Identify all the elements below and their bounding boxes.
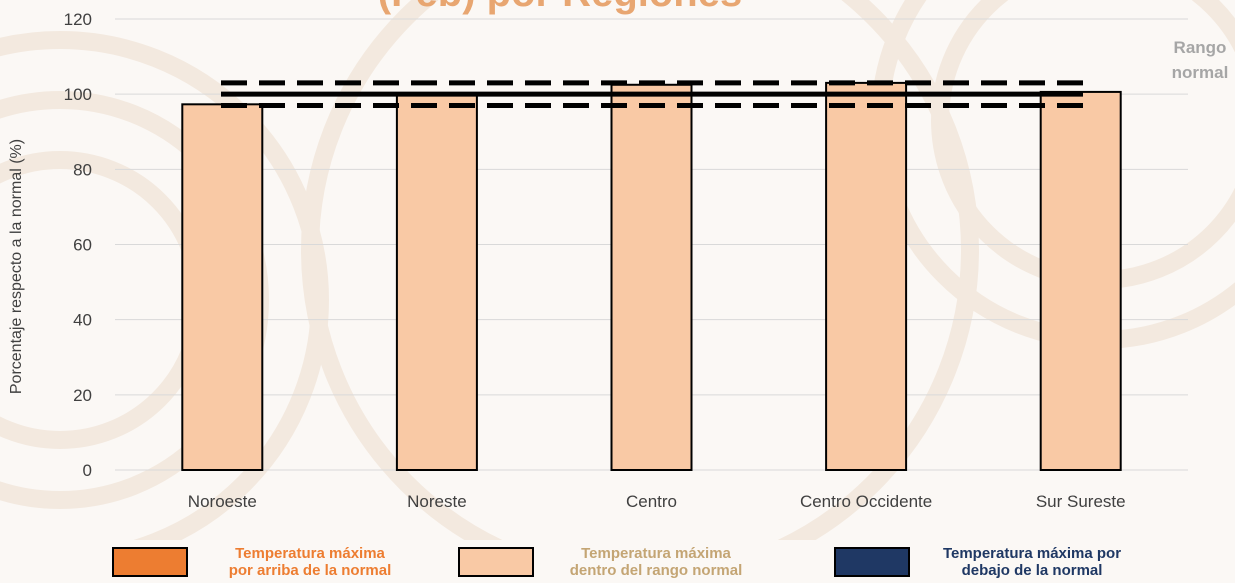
legend-label-below-line2: debajo de la normal xyxy=(961,562,1103,579)
bar-noreste xyxy=(395,93,478,471)
legend-swatch-below xyxy=(834,547,910,577)
bar-sur-sureste xyxy=(1039,90,1122,472)
range-label-line1: Rango xyxy=(1174,38,1227,57)
y-axis-ticks: 0 20 40 60 80 100 120 xyxy=(64,10,92,480)
y-tick-label-40: 40 xyxy=(73,311,92,330)
y-tick-label-80: 80 xyxy=(73,160,92,179)
legend-label-below: Temperatura máxima por debajo de la norm… xyxy=(932,545,1132,579)
normal-range-lines xyxy=(221,80,1083,108)
x-tick-label-noreste: Noreste xyxy=(407,492,467,511)
y-tick-label-20: 20 xyxy=(73,386,92,405)
range-label-line2: normal xyxy=(1172,63,1229,82)
legend-label-above-line1: Temperatura máxima xyxy=(235,545,385,562)
bar-centro xyxy=(610,83,693,471)
x-axis-ticks: Noroeste Noreste Centro Centro Occidente Sur… xyxy=(188,492,1126,511)
legend-label-below-line1: Temperatura máxima por xyxy=(942,545,1122,562)
chart-title: (Feb) por Regiones xyxy=(378,0,742,15)
legend-swatch-above xyxy=(112,547,188,577)
bars xyxy=(181,81,1122,472)
y-tick-label-0: 0 xyxy=(83,461,92,480)
legend-item-above: Temperatura máxima por arriba de la norm… xyxy=(112,542,410,582)
x-tick-label-noroeste: Noroeste xyxy=(188,492,257,511)
bar-chart: (Feb) por Regiones 0 20 40 60 80 100 120 Porce… xyxy=(0,0,1235,540)
legend-label-within-line2: dentro del rango normal xyxy=(569,562,743,579)
legend-label-within-line1: Temperatura máxima xyxy=(581,545,731,562)
x-tick-label-sur-sureste: Sur Sureste xyxy=(1036,492,1126,511)
y-tick-label-60: 60 xyxy=(73,236,92,255)
y-tick-label-120: 120 xyxy=(64,10,92,29)
bar-centro-occidente xyxy=(825,81,908,472)
x-tick-label-centro-occidente: Centro Occidente xyxy=(800,492,932,511)
y-axis-label: Porcentaje respecto a la normal (%) xyxy=(8,139,25,394)
legend-swatch-within xyxy=(458,547,534,577)
bar-noroeste xyxy=(181,103,264,471)
legend-label-above-line2: por arriba de la normal xyxy=(228,562,392,579)
legend-item-below: Temperatura máxima por debajo de la norm… xyxy=(834,542,1132,582)
legend-item-within: Temperatura máxima dentro del rango norm… xyxy=(458,542,756,582)
y-tick-label-100: 100 xyxy=(64,85,92,104)
legend-label-within: Temperatura máxima dentro del rango norm… xyxy=(556,545,756,579)
x-tick-label-centro: Centro xyxy=(626,492,677,511)
legend-label-above: Temperatura máxima por arriba de la norm… xyxy=(210,545,410,579)
